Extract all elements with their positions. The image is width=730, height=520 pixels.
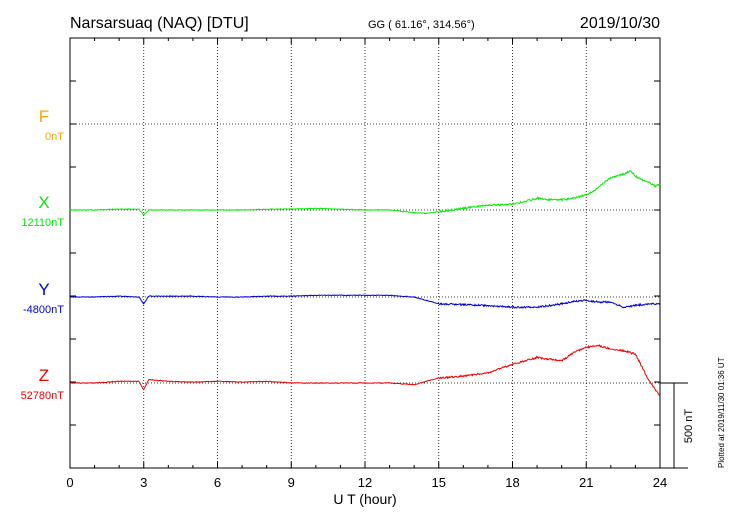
x-tick-label: 15 [432,475,446,490]
x-tick-label: 3 [140,475,147,490]
vertical-gridlines [143,38,587,468]
x-tick-label: 9 [288,475,295,490]
component-labels: F 0nT X 12110nT Y -4800nT Z 52780nT [21,107,65,402]
component-baseline-F: 0nT [45,131,64,143]
component-letter-Z: Z [39,366,49,385]
component-baseline-Z: 52780nT [21,390,65,402]
x-tick-label: 21 [579,475,593,490]
scale-bar: 500 nT [660,382,695,469]
component-letter-F: F [39,107,49,126]
scale-bar-label: 500 nT [683,409,695,444]
date-label: 2019/10/30 [580,15,660,32]
axis-ticks [69,38,661,468]
x-tick-label: 6 [214,475,221,490]
series-line-Y [69,294,661,309]
station-title: Narsarsuaq (NAQ) [DTU] [70,15,249,32]
x-tick-label: 12 [358,475,372,490]
x-tick-label: 18 [505,475,519,490]
x-tick-label: 24 [653,475,667,490]
x-axis-label: U T (hour) [333,491,396,507]
x-tick-label: 0 [66,475,73,490]
x-tick-labels: 0 3 6 9 12 15 18 21 24 [66,475,667,490]
component-baseline-X: 12110nT [21,217,64,229]
series-lines [69,169,661,397]
plot-frame [69,37,661,469]
component-letter-X: X [38,193,49,212]
component-letter-Y: Y [38,280,49,299]
plotted-at-note: Plotted at 2019/11/30 01:36 UT [717,357,726,468]
series-line-X [69,169,661,216]
series-line-Z [70,343,661,397]
coordinates-label: GG ( 61.16°, 314.56°) [368,19,475,31]
component-baseline-Y: -4800nT [23,304,64,316]
